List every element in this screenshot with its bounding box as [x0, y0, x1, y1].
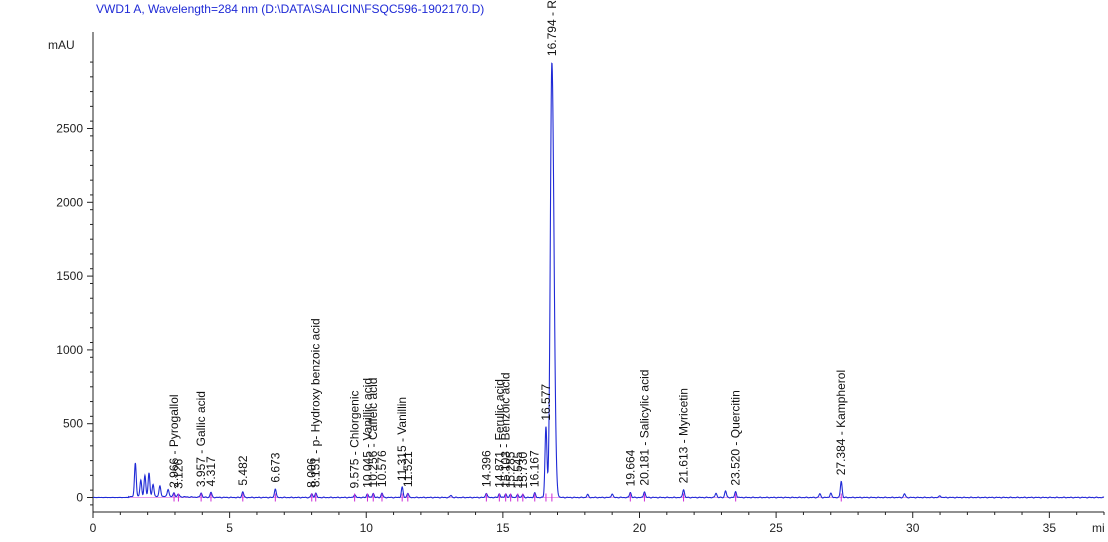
- peak-label: 23.520 - Quercitin: [729, 390, 743, 485]
- peak-label: 2.966 - Pyrogallol: [167, 394, 181, 487]
- peak-label: 3.957 - Gallic acid: [194, 391, 208, 487]
- peak-label: 14.871 - Ferulic acid: [492, 379, 506, 488]
- peak-label: 19.664: [623, 449, 637, 486]
- peak-label: 5.482: [236, 455, 250, 485]
- peak-label: 11.521: [401, 451, 415, 487]
- peak-label: 10.256 - Caffeic acid: [366, 378, 380, 488]
- x-tick-label: 15: [496, 521, 510, 535]
- x-tick-label: 30: [906, 521, 920, 535]
- peak-label: 27.384 - Kampherol: [834, 370, 848, 475]
- peak-label: 4.317: [204, 456, 218, 486]
- peak-label: 8.006: [305, 457, 319, 487]
- peak-label: 9.575 - Chlorgenic: [348, 390, 362, 488]
- y-tick-label: 2000: [56, 195, 83, 209]
- peak-label: 6.673: [268, 452, 282, 482]
- peak-label: 14.396: [479, 450, 493, 487]
- peak-label: 15.103 - Benzoic acid: [499, 372, 513, 487]
- peak-label: 15.285: [504, 451, 518, 488]
- y-tick-label: 1500: [56, 269, 83, 283]
- peak-label: 3.126: [171, 458, 185, 488]
- x-tick-label: 35: [1043, 521, 1057, 535]
- peak-label: 16.167: [528, 450, 542, 487]
- peak-label: 8.151 - p- Hydroxy benzoic acid: [309, 318, 323, 487]
- y-tick-label: 1000: [56, 343, 83, 357]
- x-tick-label: 10: [360, 521, 374, 535]
- x-axis-label: mi: [1092, 521, 1105, 535]
- y-tick-label: 0: [76, 491, 83, 505]
- peak-label: 10.576: [375, 450, 389, 487]
- peak-label: 20.181 - Salicylic acid: [637, 370, 651, 486]
- peak-label: 11.315 - Vanillin: [395, 397, 409, 481]
- peak-label: 15.730: [516, 452, 530, 489]
- peak-label: 10.045 - Vanillic acid: [360, 378, 374, 488]
- peak-label: 21.613 - Myricetin: [677, 388, 691, 483]
- peak-label: 16.577: [539, 384, 553, 421]
- x-tick-label: 25: [769, 521, 783, 535]
- y-axis-label: mAU: [48, 38, 75, 52]
- x-tick-label: 0: [90, 521, 97, 535]
- y-tick-label: 2500: [56, 122, 83, 136]
- peak-label: 16.794 - Rutin: [545, 0, 559, 56]
- chromatogram-trace: [93, 62, 1105, 499]
- peak-label: 15.545: [511, 452, 525, 489]
- x-tick-label: 20: [633, 521, 647, 535]
- chart-title: VWD1 A, Wavelength=284 nm (D:\DATA\SALIC…: [96, 2, 485, 16]
- x-tick-label: 5: [226, 521, 233, 535]
- y-tick-label: 500: [63, 417, 83, 431]
